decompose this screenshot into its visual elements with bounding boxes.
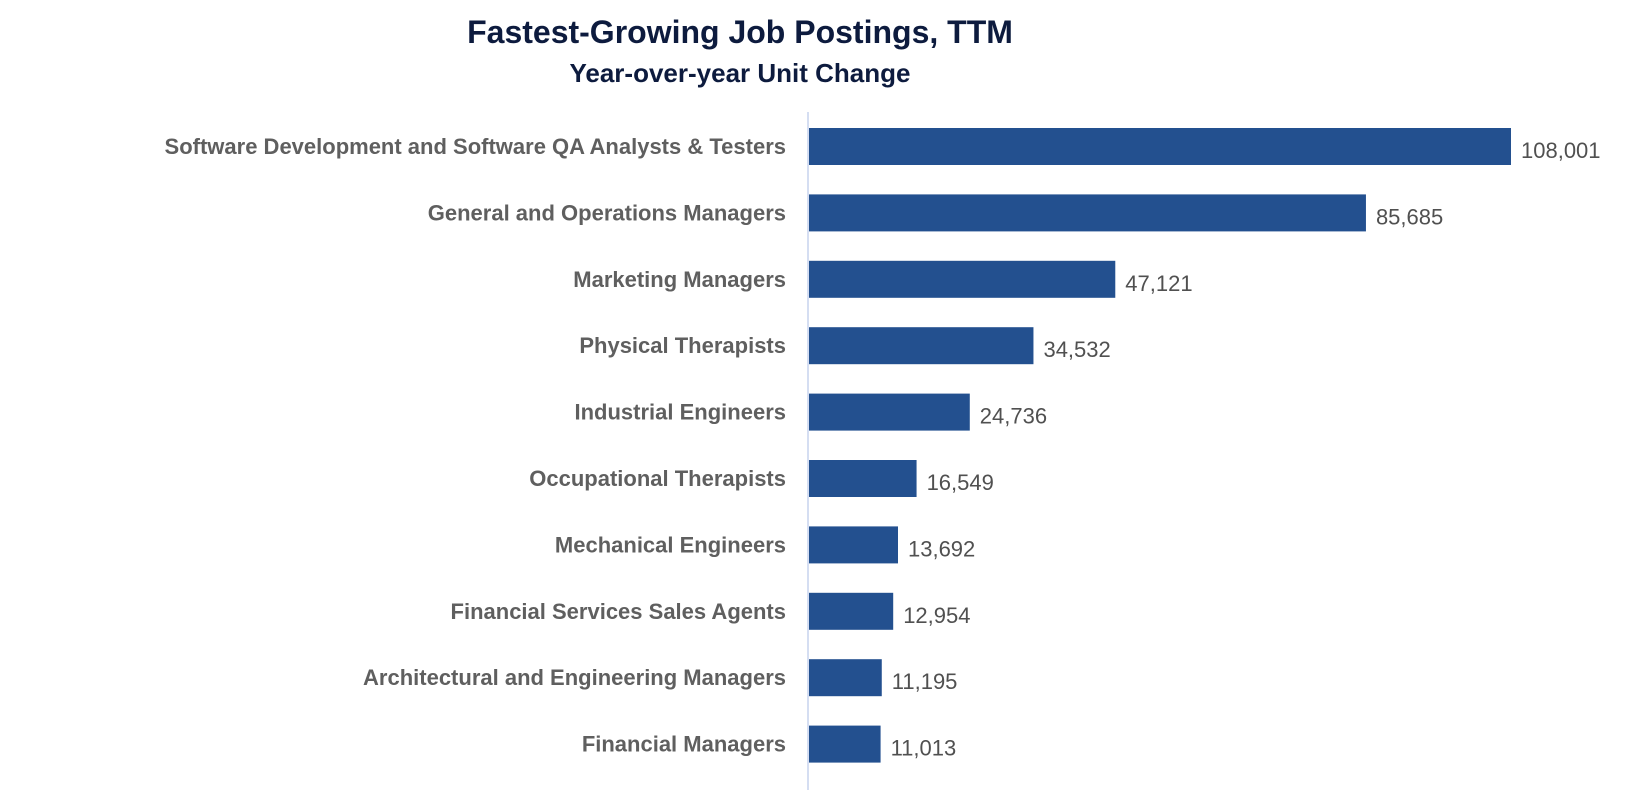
bar bbox=[809, 659, 882, 697]
bar bbox=[809, 194, 1366, 232]
category-labels: Software Development and Software QA Ana… bbox=[165, 134, 786, 757]
category-label: General and Operations Managers bbox=[428, 200, 786, 225]
category-label: Mechanical Engineers bbox=[555, 532, 786, 557]
bar bbox=[809, 592, 894, 630]
value-label: 11,013 bbox=[891, 736, 957, 761]
category-label: Marketing Managers bbox=[573, 267, 786, 292]
category-label: Financial Services Sales Agents bbox=[451, 599, 786, 624]
bar bbox=[809, 460, 917, 497]
chart-title: Fastest-Growing Job Postings, TTM bbox=[467, 14, 1013, 50]
category-label: Financial Managers bbox=[582, 732, 786, 757]
bar bbox=[809, 526, 898, 564]
value-label: 13,692 bbox=[908, 536, 975, 561]
value-label: 34,532 bbox=[1043, 337, 1110, 362]
category-label: Occupational Therapists bbox=[529, 466, 786, 491]
bars-group bbox=[809, 128, 1511, 763]
category-label: Architectural and Engineering Managers bbox=[363, 665, 786, 690]
bar bbox=[809, 128, 1511, 165]
value-label: 24,736 bbox=[980, 404, 1047, 429]
bar bbox=[809, 327, 1034, 365]
bar bbox=[809, 260, 1116, 298]
value-label: 85,685 bbox=[1376, 204, 1443, 229]
chart-subtitle: Year-over-year Unit Change bbox=[569, 58, 911, 88]
bar bbox=[809, 725, 881, 763]
value-label: 47,121 bbox=[1125, 271, 1192, 296]
category-label: Physical Therapists bbox=[579, 333, 786, 358]
value-label: 16,549 bbox=[927, 470, 994, 495]
value-label: 12,954 bbox=[903, 603, 970, 628]
category-label: Software Development and Software QA Ana… bbox=[165, 134, 786, 159]
value-label: 11,195 bbox=[892, 669, 958, 694]
category-label: Industrial Engineers bbox=[575, 400, 787, 425]
value-label: 108,001 bbox=[1521, 138, 1601, 163]
bar bbox=[809, 393, 970, 431]
value-labels: 108,001 85,685 47,121 34,532 24,736 16,549 13,… bbox=[891, 138, 1601, 761]
